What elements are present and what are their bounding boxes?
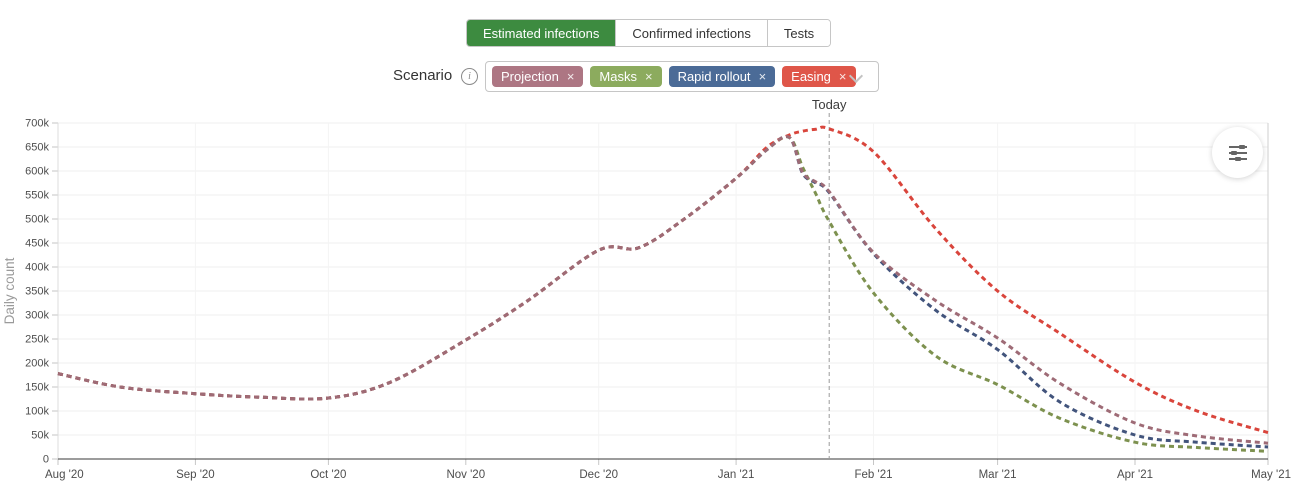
scenario-multiselect[interactable]: Projection × Masks × Rapid rollout × Eas… [485,61,879,92]
series-path-masks [57,135,1269,453]
x-tick-label: Oct '20 [310,469,346,481]
metric-tabs: Estimated infections Confirmed infection… [466,19,832,47]
x-tick-label: Mar '21 [979,469,1017,481]
scenario-tag-label: Rapid rollout [677,69,751,84]
chart-menu-button[interactable] [1212,127,1263,178]
y-tick-label: 0 [43,454,49,466]
today-label: Today [812,97,847,112]
x-tick-label: Jan '21 [718,469,755,481]
y-tick-label: 200k [25,358,49,370]
y-tick-label: 250k [25,334,49,346]
info-icon[interactable]: i [461,68,478,85]
x-tick-label: Sep '20 [176,469,215,481]
x-tick-label: May '21 [1251,469,1291,481]
scenario-tag-label: Masks [599,69,637,84]
tab-tests[interactable]: Tests [766,20,831,46]
scenario-tag-label: Projection [501,69,559,84]
remove-tag-icon[interactable]: × [838,69,847,84]
y-tick-label: 100k [25,406,49,418]
y-tick-label: 600k [25,166,49,178]
y-tick-label: 150k [25,382,49,394]
series-path-projection [57,135,1269,445]
y-tick-label: 350k [25,286,49,298]
y-tick-label: 450k [25,238,49,250]
y-tick-label: 300k [25,310,49,322]
y-tick-label: 700k [25,118,49,130]
y-tick-label: 400k [25,262,49,274]
daily-count-chart[interactable]: 0 50k 100k 150k 200k 250k 300k 350k 400k 450k 500k… [0,95,1293,483]
y-tick-label: 650k [25,142,49,154]
remove-tag-icon[interactable]: × [758,69,767,84]
scenario-tag-rapid-rollout[interactable]: Rapid rollout × [668,66,776,87]
remove-tag-icon[interactable]: × [566,69,575,84]
x-tick-label: Apr '21 [1117,469,1153,481]
tab-estimated-infections[interactable]: Estimated infections [467,20,616,46]
scenario-label: Scenario [393,67,453,84]
x-tick-label: Aug '20 [45,469,84,481]
chart-area: 0 50k 100k 150k 200k 250k 300k 350k 400k 450k 500k… [0,95,1293,483]
x-tick-label: Nov '20 [446,469,485,481]
scenario-tag-label: Easing [791,69,831,84]
y-tick-label: 50k [31,430,49,442]
remove-tag-icon[interactable]: × [644,69,653,84]
y-axis-title: Daily count [2,257,17,324]
x-tick-label: Feb '21 [855,469,893,481]
x-tick-label: Dec '20 [579,469,618,481]
y-tick-label: 500k [25,214,49,226]
y-tick-label: 550k [25,190,49,202]
tab-confirmed-infections[interactable]: Confirmed infections [615,20,767,46]
scenario-tag-easing[interactable]: Easing × [782,66,856,87]
scenario-tag-projection[interactable]: Projection × [492,66,584,87]
sliders-icon [1228,144,1247,161]
scenario-tag-masks[interactable]: Masks × [590,66,662,87]
